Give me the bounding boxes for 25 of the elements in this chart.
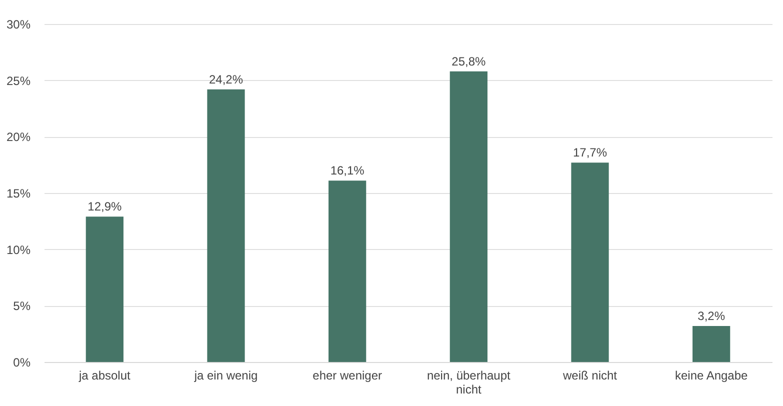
data-label: 24,2%	[208, 72, 244, 86]
x-tick-label: keine Angabe	[674, 368, 748, 382]
x-tick-label: eher weniger	[312, 368, 382, 382]
y-tick-label: 30%	[6, 18, 31, 32]
y-tick-label: 15%	[6, 186, 31, 200]
bar	[571, 162, 609, 362]
data-label: 25,8%	[452, 54, 486, 68]
x-tick-label: nein, überhaupt nicht	[426, 368, 512, 396]
bar	[328, 180, 366, 362]
x-tick-label: ja absolut	[78, 368, 132, 382]
y-tick-label: 10%	[6, 242, 31, 257]
bar	[86, 216, 124, 362]
bar	[207, 89, 245, 362]
data-label: 12,9%	[88, 200, 122, 214]
y-tick-label: 20%	[6, 130, 31, 144]
y-tick-label: 25%	[6, 74, 31, 88]
bar	[692, 326, 730, 362]
data-label: 3,2%	[698, 308, 726, 323]
bar	[450, 71, 488, 362]
data-label: 16,1%	[330, 164, 365, 178]
y-tick-label: 5%	[13, 299, 31, 314]
x-tick-label: weiß nicht	[562, 368, 618, 382]
x-tick-label: ja ein wenig	[193, 368, 258, 382]
data-label: 17,7%	[572, 146, 608, 160]
y-tick-label: 0%	[13, 356, 31, 370]
